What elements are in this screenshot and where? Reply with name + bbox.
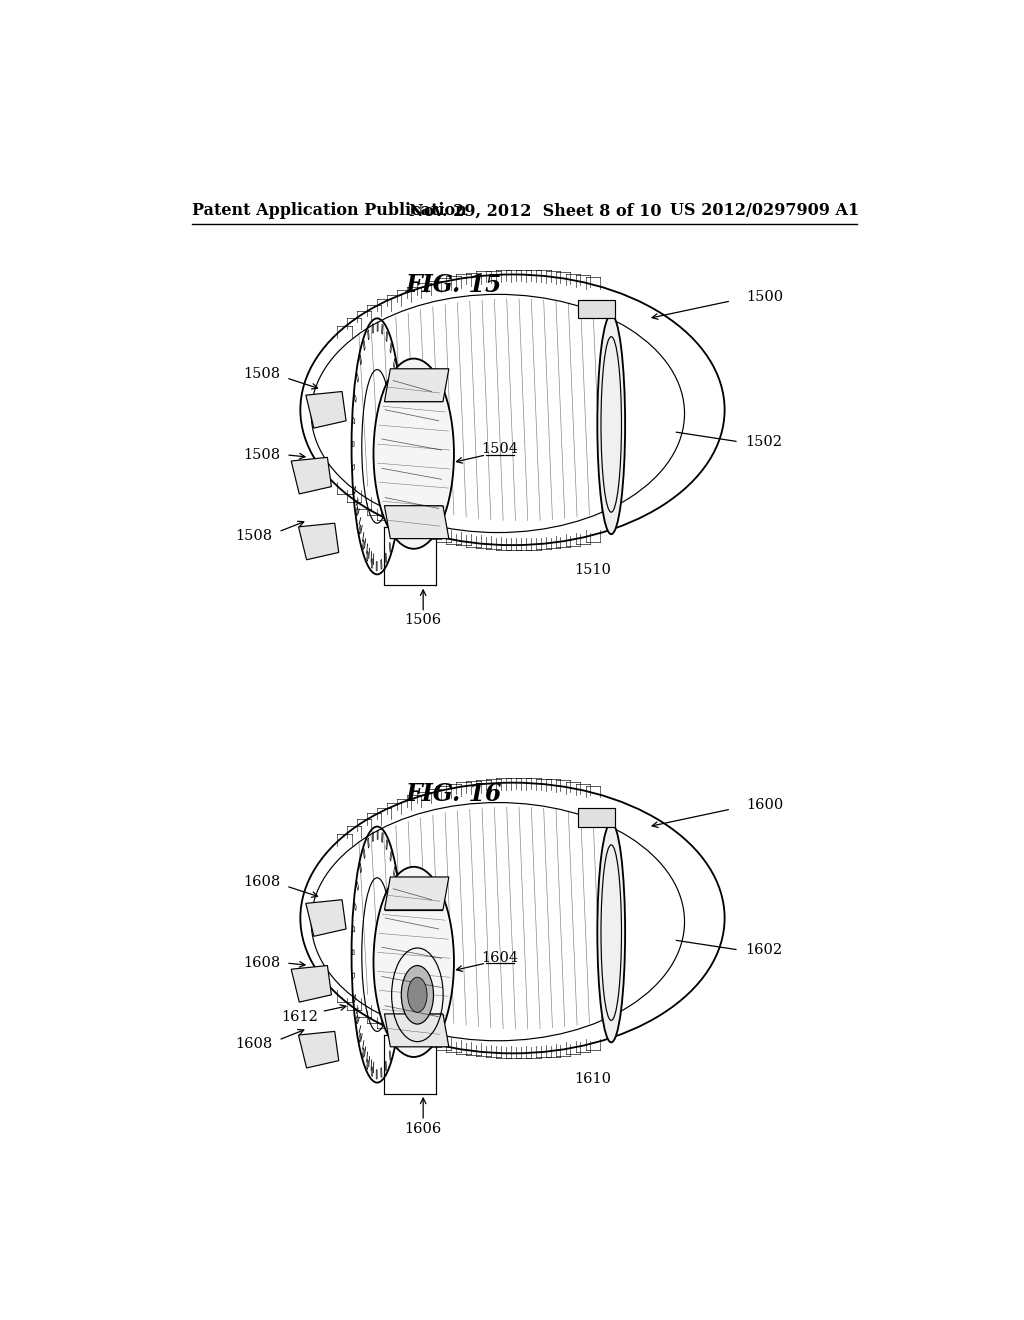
Text: 1606: 1606 <box>404 1122 441 1135</box>
Polygon shape <box>291 965 332 1002</box>
Text: 1604: 1604 <box>481 950 519 965</box>
Text: 1508: 1508 <box>243 367 280 381</box>
Polygon shape <box>384 368 449 401</box>
Ellipse shape <box>374 867 454 1057</box>
Text: 1600: 1600 <box>746 799 783 812</box>
Text: FIG. 15: FIG. 15 <box>406 273 502 297</box>
Polygon shape <box>291 457 332 494</box>
Ellipse shape <box>597 822 625 1043</box>
Polygon shape <box>306 392 346 428</box>
Ellipse shape <box>408 977 427 1012</box>
Polygon shape <box>579 808 614 826</box>
Text: 1608: 1608 <box>236 1038 272 1051</box>
Polygon shape <box>384 876 449 909</box>
Text: 1612: 1612 <box>282 1010 318 1024</box>
Ellipse shape <box>374 359 454 549</box>
Polygon shape <box>384 1014 449 1047</box>
Text: 1508: 1508 <box>236 529 272 543</box>
Polygon shape <box>299 1031 339 1068</box>
Text: 1608: 1608 <box>243 875 281 890</box>
Text: US 2012/0297909 A1: US 2012/0297909 A1 <box>670 202 859 219</box>
Polygon shape <box>306 900 346 936</box>
Text: FIG. 16: FIG. 16 <box>406 781 502 805</box>
Text: 1504: 1504 <box>481 442 519 457</box>
Text: 1500: 1500 <box>746 290 783 304</box>
Text: 1510: 1510 <box>574 564 611 577</box>
Polygon shape <box>579 300 614 318</box>
Text: 1508: 1508 <box>243 447 280 462</box>
Polygon shape <box>299 523 339 560</box>
Text: 1602: 1602 <box>745 942 782 957</box>
Text: 1608: 1608 <box>243 956 281 970</box>
Polygon shape <box>384 506 449 539</box>
Text: 1610: 1610 <box>574 1072 611 1085</box>
Ellipse shape <box>401 965 433 1024</box>
Ellipse shape <box>597 314 625 535</box>
Text: 1506: 1506 <box>404 614 441 627</box>
Text: Patent Application Publication: Patent Application Publication <box>193 202 467 219</box>
Text: 1502: 1502 <box>745 434 782 449</box>
Text: Nov. 29, 2012  Sheet 8 of 10: Nov. 29, 2012 Sheet 8 of 10 <box>410 202 662 219</box>
